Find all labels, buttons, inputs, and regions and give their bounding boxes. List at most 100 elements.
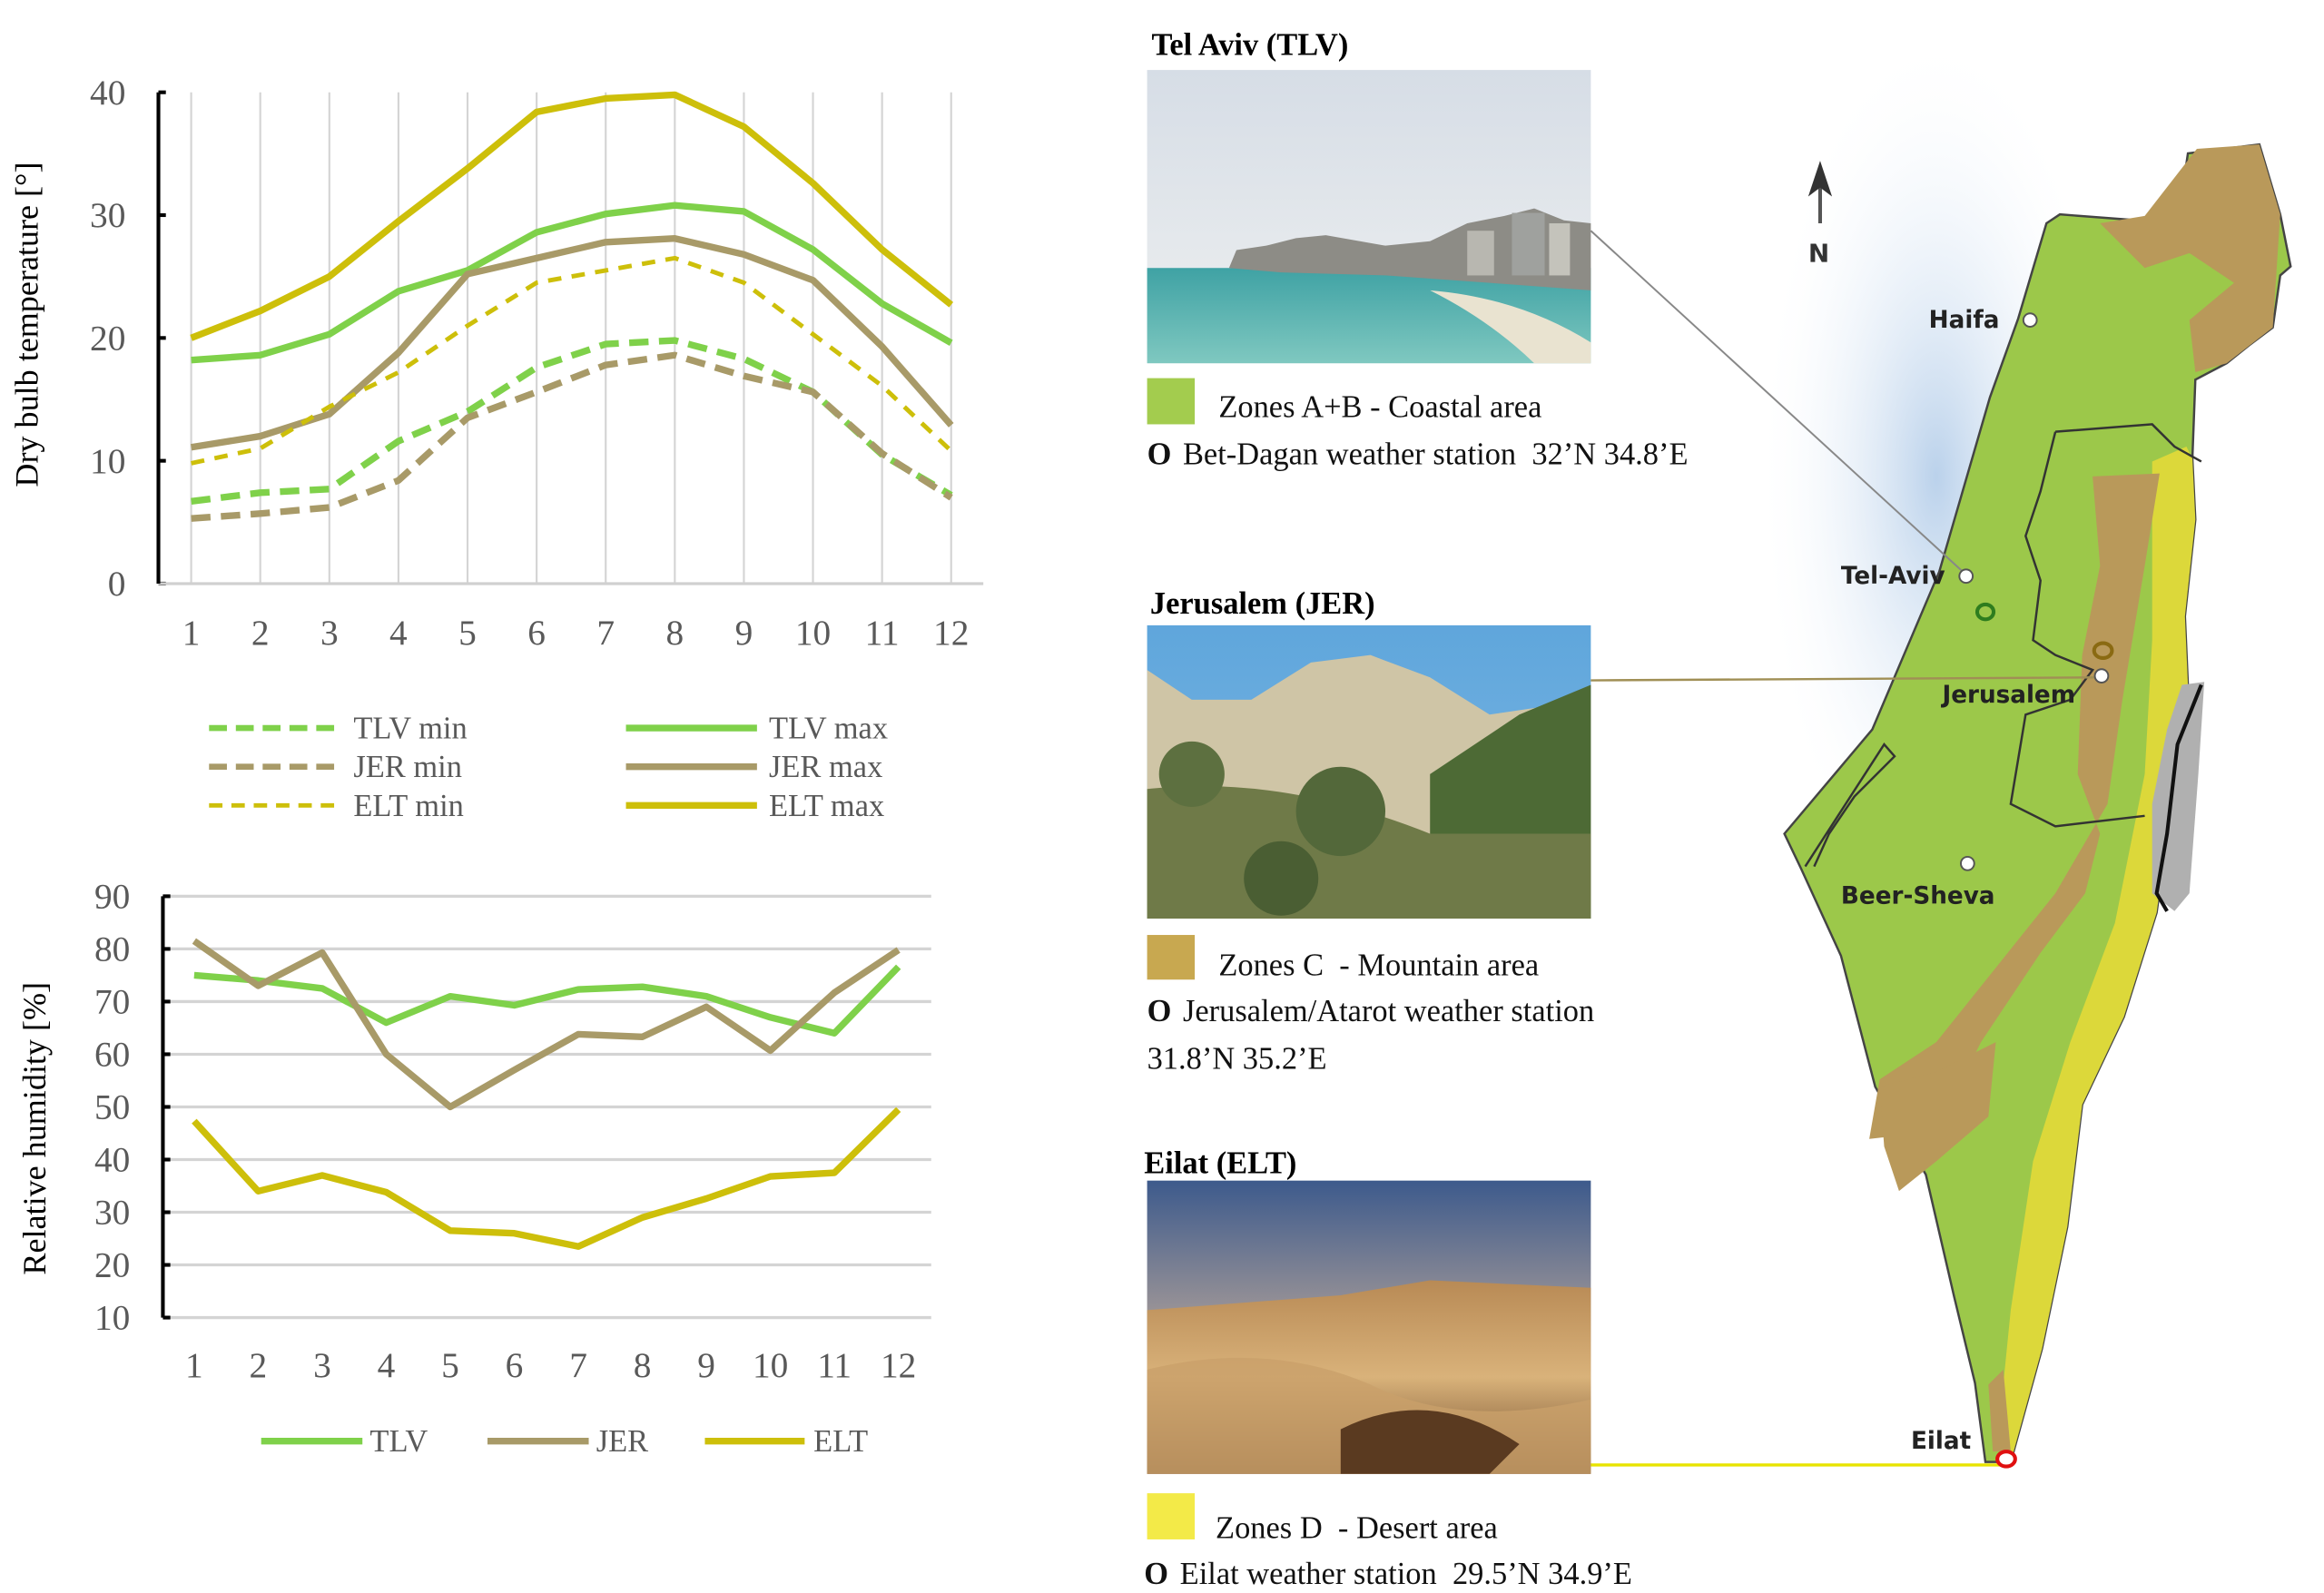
panel-jerusalem: Jerusalem (JER) Zones C - Mountain area … [1147, 586, 1594, 1077]
zone-ab-swatch [1147, 378, 1196, 425]
city-dot-jerusalem [2093, 668, 2110, 684]
x-tick-label: 2 [250, 1345, 268, 1385]
legend-label-tlv: TLV [369, 1424, 428, 1459]
zone-c-label: Zones C - Mountain area [1218, 948, 1539, 982]
y-tick-label: 20 [90, 318, 125, 358]
jordan-border [2154, 683, 2203, 912]
legend-label-jer-max: JER max [769, 750, 882, 784]
x-tick-label: 10 [795, 613, 831, 653]
station-marker-atarot [2092, 641, 2114, 661]
photo-eilat-desert [1147, 1180, 1591, 1474]
series-line-jer-min [191, 351, 953, 522]
panel-title: Jerusalem (JER) [1150, 586, 1375, 621]
station-marker-elt: O [1144, 1557, 1168, 1591]
x-tick-label: 8 [634, 1345, 652, 1385]
x-tick-label: 8 [665, 613, 684, 653]
x-tick-label: 6 [506, 1345, 524, 1385]
y-tick-labels: 0 10 20 30 40 [90, 73, 125, 604]
gaza-border [1804, 742, 1896, 868]
panel-title: Eilat (ELT) [1144, 1146, 1296, 1180]
series-line-jer-max [191, 235, 954, 451]
x-tick-label: 4 [378, 1345, 396, 1385]
vertical-gridlines [158, 90, 952, 586]
zone-d-label: Zones D - Desert area [1216, 1510, 1498, 1545]
photo-tel-aviv-coast [1147, 70, 1591, 364]
y-tick-label: 10 [94, 1298, 130, 1338]
x-tick-label: 10 [753, 1345, 788, 1385]
series-lines [192, 938, 901, 1250]
y-axis-title: Dry bulb temperature [°] [9, 162, 45, 487]
y-tick-label: 10 [90, 441, 125, 481]
x-tick-label: 12 [881, 1345, 916, 1385]
series-line-elt [192, 1106, 901, 1250]
zone-c-region-central [1869, 473, 2160, 1139]
zone-c-region-eilat [1988, 1369, 2011, 1452]
station-marker-tlv: O [1147, 438, 1172, 472]
zone-ab-label: Zones A+B - Coastal area [1218, 389, 1541, 424]
zone-d-region [1998, 447, 2196, 1462]
west-bank-border [2009, 423, 2202, 828]
station-marker-jer: O [1147, 994, 1172, 1028]
y-tick-label: 80 [94, 929, 130, 969]
x-tick-label: 1 [182, 613, 201, 653]
city-label-tel-aviv: Tel-Aviv [1841, 563, 1945, 590]
y-tick-label: 40 [90, 73, 125, 113]
zone-d-swatch [1147, 1493, 1196, 1539]
x-tick-label: 1 [185, 1345, 203, 1385]
x-tick-label: 7 [569, 1345, 587, 1385]
x-tick-label: 5 [441, 1345, 459, 1385]
x-tick-label: 12 [933, 613, 969, 653]
series-line-tlv-min [191, 337, 953, 505]
legend-label-jer: JER [596, 1424, 648, 1459]
x-tick-label: 11 [865, 613, 900, 653]
series-line-tlv-max [191, 202, 953, 364]
x-tick-label: 3 [313, 1345, 331, 1385]
legend-label-tlv-max: TLV max [769, 712, 888, 746]
zone-c-swatch [1147, 935, 1196, 980]
x-tick-label: 2 [251, 613, 270, 653]
legend-label-tlv-min: TLV min [353, 712, 467, 746]
israel-climate-zone-map: N Haifa Tel-Aviv Jerusalem Beer-Sheva Ei… [1590, 29, 2292, 1469]
north-arrowhead-icon [1807, 161, 1833, 197]
zone-c-region-north [2100, 144, 2280, 373]
connector-jerusalem [1590, 676, 2101, 682]
panel-eilat: Eilat (ELT) Zones D - Desert area O Eila… [1144, 1146, 1632, 1591]
city-label-jerusalem: Jerusalem [1940, 682, 2075, 709]
y-tick-label: 0 [108, 564, 126, 604]
y-tick-label: 40 [94, 1140, 130, 1180]
x-tick-label: 6 [527, 613, 546, 653]
legend-label-elt-min: ELT min [353, 789, 464, 823]
series-line-tlv [193, 964, 901, 1037]
y-tick-label: 50 [94, 1087, 130, 1127]
x-tick-label: 9 [735, 613, 753, 653]
city-label-eilat: Eilat [1911, 1428, 1971, 1455]
station-label-elt: Eilat weather station 29.5’N 34.9’E [1180, 1557, 1632, 1591]
series-lines [190, 91, 954, 522]
y-axis-title: Relative humidity [%] [16, 982, 53, 1275]
horizontal-gridlines [162, 894, 931, 1320]
photo-jerusalem-hills [1147, 624, 1591, 919]
legend-label-jer-min: JER min [353, 750, 462, 784]
city-dot-tel-aviv [1958, 568, 1974, 585]
north-label: N [1808, 239, 1829, 269]
station-coords-jer: 31.8’N 35.2’E [1147, 1042, 1327, 1077]
x-tick-label: 9 [697, 1345, 715, 1385]
panel-tel-aviv: Tel Aviv (TLV) Zones A+B - Coastal area … [1147, 28, 1689, 472]
y-tick-label: 20 [94, 1245, 130, 1285]
legend: TLV JER ELT [261, 1424, 868, 1459]
zone-c-region-south [1879, 1042, 1996, 1192]
x-tick-label: 3 [320, 613, 339, 653]
legend-label-elt-max: ELT max [769, 789, 884, 823]
station-marker-eilat [1995, 1450, 2017, 1469]
y-tick-labels: 10 20 30 40 50 60 70 80 90 [94, 877, 130, 1338]
y-tick-label: 70 [94, 982, 130, 1022]
x-tick-labels: 1 2 3 4 5 6 7 8 9 10 11 12 [185, 1345, 916, 1385]
x-tick-label: 5 [458, 613, 477, 653]
y-tick-label: 90 [94, 877, 130, 917]
y-tick-label: 30 [94, 1193, 130, 1233]
y-tick-label: 60 [94, 1035, 130, 1075]
legend: TLV min TLV max JER min JER max ELT min … [209, 712, 888, 823]
legend-label-elt: ELT [813, 1424, 868, 1459]
